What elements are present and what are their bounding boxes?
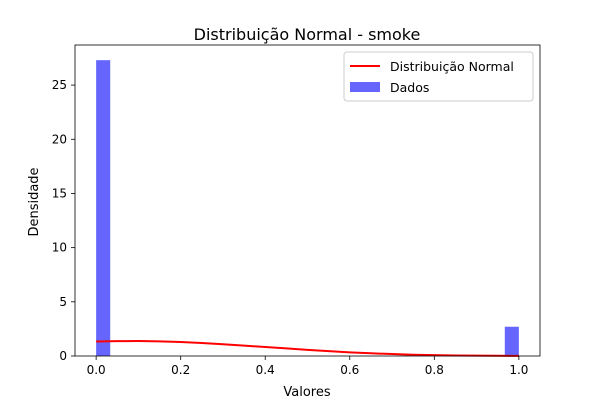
x-tick-label: 0.6 [340, 363, 359, 377]
histogram-bar-1 [504, 326, 519, 356]
normal-distribution-line [96, 340, 519, 357]
x-tick-label: 0.4 [256, 363, 275, 377]
x-tick-label: 0.0 [87, 363, 106, 377]
legend-box [343, 51, 534, 102]
y-axis-ticks: 0 5 10 15 20 25 [52, 78, 75, 363]
y-axis-label: Densidade [27, 167, 42, 236]
y-tick-label: 0 [59, 349, 67, 363]
x-tick-label: 0.8 [425, 363, 444, 377]
y-tick-label: 10 [52, 241, 67, 255]
legend-label-normal: Distribuição Normal [390, 59, 514, 74]
y-tick-label: 20 [52, 132, 67, 146]
legend-bar-swatch [350, 82, 380, 92]
chart-title: Distribuição Normal - smoke [194, 25, 421, 44]
x-axis-label: Valores [283, 385, 330, 400]
x-tick-label: 0.2 [171, 363, 190, 377]
y-tick-label: 25 [52, 78, 67, 92]
x-axis-ticks: 0.0 0.2 0.4 0.6 0.8 1.0 [87, 356, 528, 377]
x-tick-label: 1.0 [509, 363, 528, 377]
legend: Distribuição Normal Dados [343, 51, 534, 102]
histogram-bar-0 [96, 60, 111, 357]
plot-area [74, 44, 541, 357]
y-tick-label: 15 [52, 186, 67, 200]
legend-label-data: Dados [390, 80, 429, 95]
plot-frame [74, 44, 541, 357]
y-tick-label: 5 [59, 295, 67, 309]
